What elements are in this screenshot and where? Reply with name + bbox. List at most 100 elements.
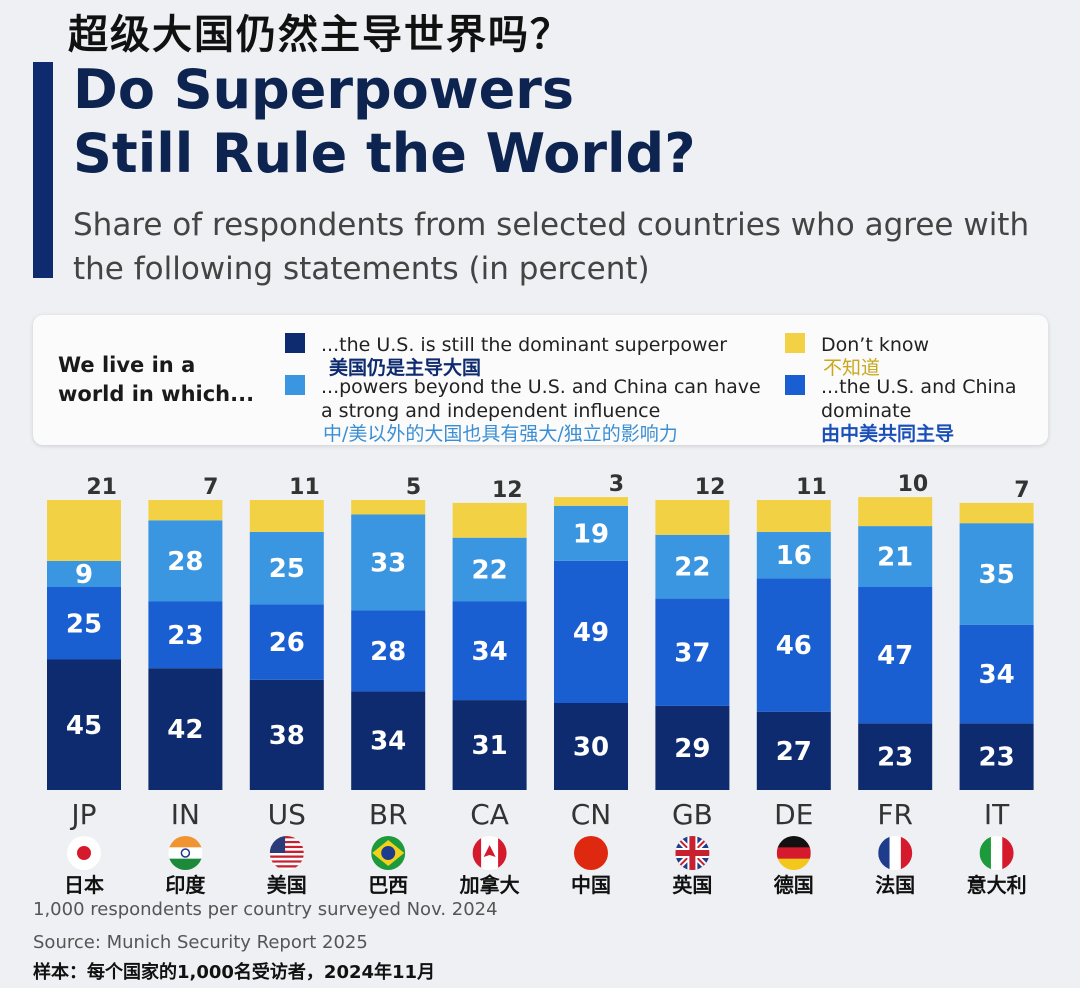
- data-label: 22: [674, 553, 710, 583]
- data-label-dont-know: 5: [406, 475, 421, 500]
- data-label: 27: [776, 737, 812, 767]
- title-line-1: Do Superpowers: [73, 58, 575, 121]
- bar-segment-de-1: [756, 578, 831, 712]
- data-label: 25: [66, 609, 102, 639]
- data-label: 29: [674, 734, 710, 764]
- data-label-dont-know: 7: [1014, 478, 1029, 503]
- chart-subtitle: Share of respondents from selected count…: [73, 207, 1030, 287]
- category-label: US: [268, 798, 306, 831]
- data-label-dont-know: 11: [796, 475, 827, 500]
- category-label: JP: [69, 798, 96, 831]
- germany-flag-icon: [776, 836, 811, 870]
- bar-segment-de-0: [756, 711, 831, 790]
- bar-segment-ca-0: [452, 700, 527, 790]
- category-label-zh: 法国: [875, 873, 915, 897]
- bar-segment-br-3: [351, 500, 426, 515]
- data-label-dont-know: 10: [898, 472, 929, 497]
- category-label-zh: 中国: [571, 873, 611, 897]
- bar-segment-cn-2: [554, 505, 628, 561]
- bar-segment-cn-1: [554, 560, 628, 703]
- bar-segment-us-0: [249, 679, 324, 790]
- bar-segment-jp-0: [47, 659, 121, 790]
- bar-segment-gb-3: [655, 500, 730, 535]
- bar-segment-it-0: [959, 723, 1034, 790]
- data-label: 21: [877, 543, 913, 573]
- data-label-dont-know: 12: [492, 478, 523, 503]
- data-label-dont-know: 3: [609, 472, 624, 497]
- brazil-flag-icon: [371, 836, 406, 870]
- data-label: 16: [776, 541, 812, 571]
- legend-swatch-other-powers: [285, 375, 305, 395]
- category-label: IN: [171, 798, 200, 831]
- bar-segment-fr-2: [858, 526, 933, 587]
- canada-flag-icon: [472, 836, 507, 870]
- legend-zh-us-china: 由中美共同主导: [821, 423, 955, 445]
- bar-segment-fr-3: [858, 497, 933, 527]
- data-label: 34: [370, 727, 406, 757]
- data-label: 28: [167, 547, 203, 577]
- bar-segment-gb-1: [655, 598, 730, 706]
- bar-segment-ca-1: [452, 601, 527, 701]
- data-label: 47: [877, 641, 913, 671]
- data-label-dont-know: 21: [86, 475, 117, 500]
- bar-segment-in-2: [148, 520, 223, 602]
- data-label-dont-know: 11: [289, 475, 320, 500]
- chinese-title: 超级大国仍然主导世界吗？: [68, 12, 572, 58]
- data-label: 19: [573, 519, 609, 549]
- legend-swatch-us-china: [785, 375, 805, 395]
- bar-segment-de-3: [756, 500, 831, 532]
- category-label-zh: 日本: [64, 873, 104, 897]
- data-label: 35: [979, 560, 1015, 590]
- data-label: 46: [776, 631, 812, 661]
- category-label-zh: 英国: [672, 873, 712, 897]
- bar-segment-it-3: [959, 502, 1034, 524]
- bar-segment-jp-3: [47, 500, 121, 561]
- chinese-sample-note: 样本：每个国家的1,000名受访者，2024年11月: [33, 962, 436, 983]
- bar-segment-in-1: [148, 601, 223, 669]
- category-label: BR: [369, 798, 408, 831]
- bar-segment-jp-1: [47, 587, 121, 660]
- bar-segment-cn-3: [554, 497, 628, 506]
- data-label: 30: [573, 733, 609, 763]
- category-label-zh: 美国: [267, 873, 307, 897]
- legend: We live in a world in which... ...the U.…: [33, 315, 1048, 445]
- bar-segment-us-2: [249, 531, 324, 605]
- data-label-dont-know: 7: [203, 475, 218, 500]
- data-label: 25: [269, 554, 305, 584]
- legend-zh-us-dominant: 美国仍是主导大国: [329, 357, 482, 379]
- data-label: 22: [472, 556, 508, 586]
- category-label-zh: 印度: [165, 873, 206, 897]
- uk-flag-icon: [675, 836, 710, 870]
- bar-segment-fr-1: [858, 587, 933, 724]
- bar-segment-us-1: [249, 604, 324, 680]
- category-label: FR: [877, 798, 913, 831]
- bar-segment-fr-0: [858, 723, 933, 790]
- title-line-2: Still Rule the World?: [73, 122, 696, 185]
- category-label-zh: 德国: [774, 873, 814, 897]
- data-label: 33: [370, 548, 406, 578]
- bar-segment-it-1: [959, 624, 1034, 724]
- data-label: 23: [877, 743, 913, 773]
- category-label: CN: [571, 798, 612, 831]
- bar-segment-gb-2: [655, 534, 730, 599]
- data-label: 49: [573, 618, 609, 648]
- data-label: 34: [979, 660, 1015, 690]
- data-label: 38: [269, 721, 305, 751]
- usa-flag-icon: [269, 836, 304, 870]
- data-label: 23: [167, 621, 203, 651]
- france-flag-icon: [878, 836, 913, 870]
- legend-heading: We live in a world in which...: [58, 351, 254, 409]
- data-label: 28: [370, 637, 406, 667]
- legend-label-us-china: ...the U.S. and China dominate: [821, 376, 1017, 422]
- data-label: 26: [269, 628, 305, 658]
- legend-label-dont-know: Don’t know: [821, 334, 930, 356]
- chart-title: Do Superpowers Still Rule the World?: [73, 58, 696, 186]
- data-label-dont-know: 12: [695, 475, 726, 500]
- bar-segment-br-2: [351, 514, 426, 611]
- china-flag-icon: [574, 836, 608, 870]
- category-label: IT: [984, 798, 1010, 831]
- legend-swatch-us-dominant: [285, 333, 305, 353]
- japan-flag-icon: [67, 836, 101, 870]
- data-label: 37: [674, 638, 710, 668]
- sample-note: 1,000 respondents per country surveyed N…: [33, 899, 498, 920]
